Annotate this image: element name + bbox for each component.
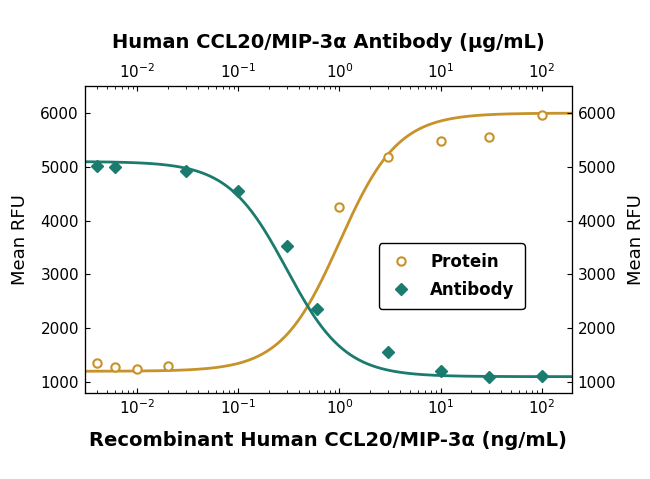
Protein	[93, 360, 101, 366]
X-axis label: Recombinant Human CCL20/MIP-3α (ng/mL): Recombinant Human CCL20/MIP-3α (ng/mL)	[89, 431, 567, 450]
Antibody	[384, 349, 391, 355]
Y-axis label: Mean RFU: Mean RFU	[11, 194, 29, 285]
Antibody	[437, 368, 445, 374]
Antibody	[181, 168, 189, 174]
X-axis label: Human CCL20/MIP-3α Antibody (μg/mL): Human CCL20/MIP-3α Antibody (μg/mL)	[112, 33, 545, 52]
Protein	[164, 363, 172, 369]
Antibody	[485, 374, 493, 380]
Antibody	[235, 188, 242, 194]
Antibody	[313, 307, 321, 312]
Protein	[538, 112, 545, 118]
Protein	[335, 205, 343, 210]
Legend: Protein, Antibody: Protein, Antibody	[378, 243, 525, 309]
Antibody	[538, 373, 545, 378]
Y-axis label: Mean RFU: Mean RFU	[627, 194, 645, 285]
Line: Antibody: Antibody	[93, 161, 546, 381]
Antibody	[283, 244, 291, 250]
Antibody	[93, 163, 101, 169]
Antibody	[111, 164, 119, 170]
Protein	[485, 134, 493, 140]
Protein	[384, 154, 391, 160]
Protein	[133, 365, 141, 371]
Protein	[111, 364, 119, 370]
Protein	[437, 138, 445, 144]
Line: Protein: Protein	[93, 111, 546, 373]
